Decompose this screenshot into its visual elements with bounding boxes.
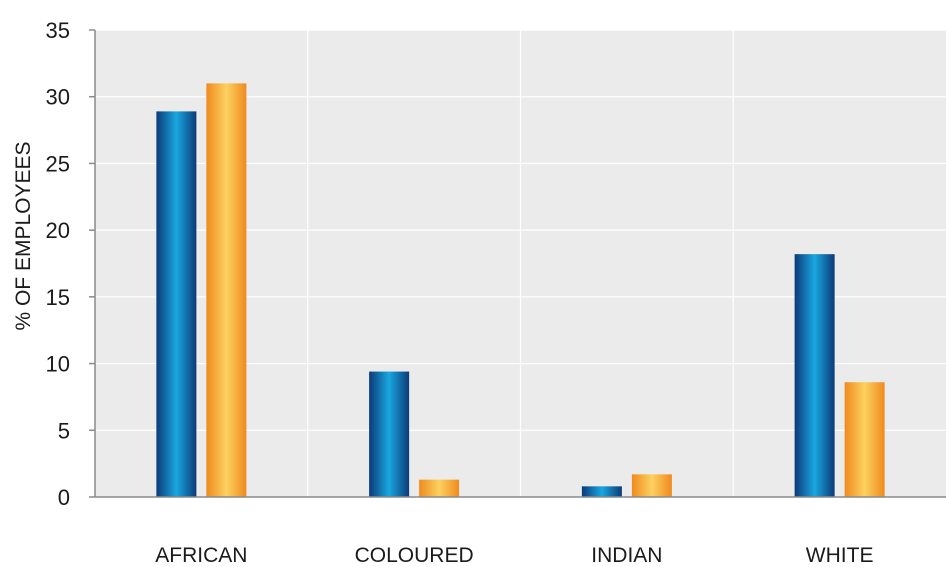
bar: [156, 111, 197, 498]
y-tick-label: 35: [46, 18, 70, 43]
category-label: COLOURED: [355, 544, 474, 567]
category-label: AFRICAN: [155, 544, 247, 567]
category-label: WHITE: [806, 544, 874, 567]
bar: [631, 474, 672, 497]
category-labels: AFRICAN COLOURED INDIAN WHITE: [155, 544, 873, 567]
y-tick-label: 20: [46, 218, 70, 243]
category-label: INDIAN: [591, 544, 662, 567]
y-tick-label: 15: [46, 285, 70, 310]
axes: [89, 29, 946, 498]
bar: [844, 382, 885, 497]
bar: [794, 254, 835, 497]
bar: [581, 486, 622, 497]
y-tick-labels: 0 5 10 15 20 25 30 35: [46, 18, 70, 510]
bars: [156, 83, 885, 498]
bar: [369, 371, 410, 497]
bar: [419, 479, 460, 497]
y-tick-label: 10: [46, 352, 70, 377]
y-tick-label: 30: [46, 85, 70, 110]
y-axis-title: % OF EMPLOYEES: [12, 141, 35, 330]
y-tick-label: 0: [58, 485, 70, 510]
bar: [206, 83, 247, 497]
y-tick-label: 5: [58, 418, 70, 443]
y-tick-label: 25: [46, 151, 70, 176]
